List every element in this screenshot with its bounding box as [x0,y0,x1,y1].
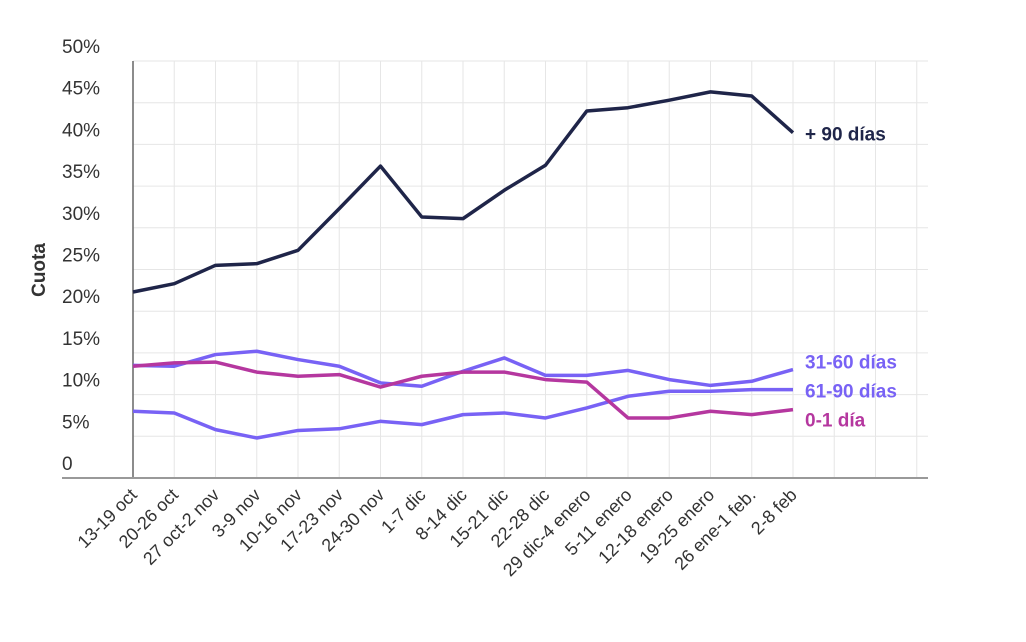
y-axis-label: Cuota [29,243,50,297]
series-line [132,360,794,420]
series-label: + 90 días [805,125,886,146]
series-label: 61-90 días [805,382,897,403]
y-tick-label: 20% [62,287,100,308]
series-line [132,387,793,440]
series-labels: + 90 días 31-60 días 61-90 días 0-1 día [805,125,897,432]
series-lines [132,90,795,440]
y-tick-label: 40% [62,120,100,141]
grid [62,60,928,479]
x-tick-label: 2-8 feb [747,485,801,539]
series-line [132,90,795,294]
y-tick-label: 30% [62,204,100,225]
y-tick-label: 50% [62,37,100,58]
series-label: 31-60 días [805,353,897,374]
y-tick-label: 0 [62,454,73,475]
y-tick-label: 15% [62,329,100,350]
y-tick-label: 10% [62,371,100,392]
y-tick-label: 45% [62,79,100,100]
y-tick-label: 35% [62,162,100,183]
y-tick-label: 25% [62,246,100,267]
y-tick-label: 5% [62,412,90,433]
y-axis-ticks: 0 5% 10% 15% 20% 25% 30% 35% 40% 45% 50% [62,37,100,475]
series-label: 0-1 día [805,411,866,432]
